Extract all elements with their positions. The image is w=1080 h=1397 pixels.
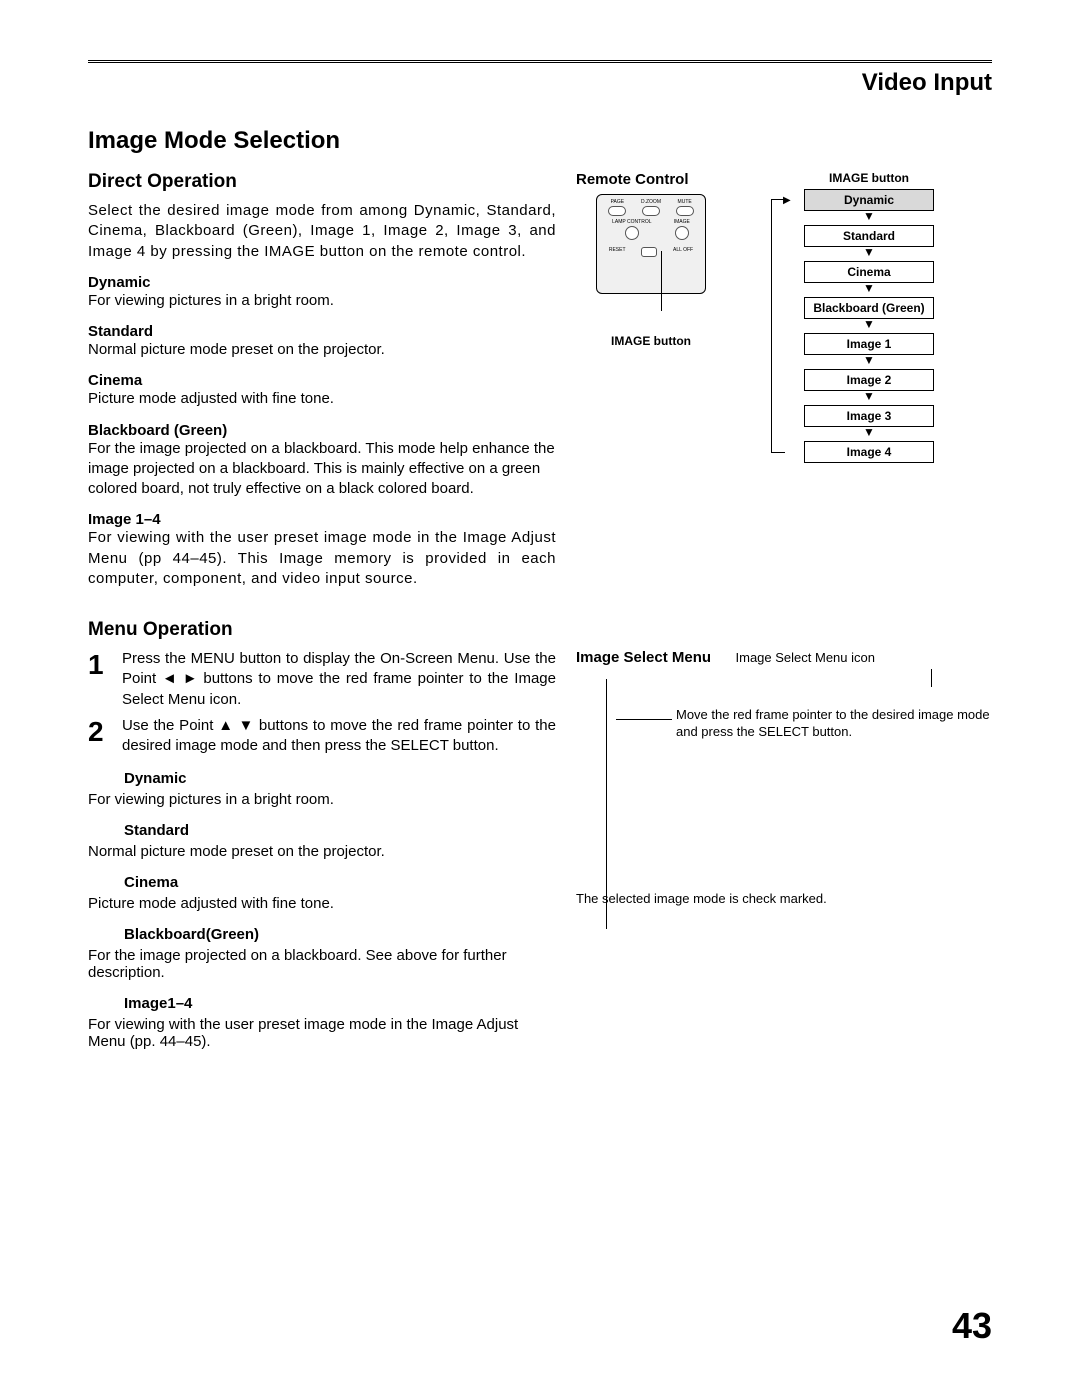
step-number: 1 [88,649,110,710]
image-select-menu-diagram: Image Select Menu Image Select Menu icon… [576,649,992,906]
check-text: The selected image mode is check marked. [576,891,992,906]
mode-label: Standard [124,822,556,839]
mode-desc: For viewing pictures in a bright room. [88,291,556,311]
remote-label: MUTE [678,199,692,205]
flow-return-line [771,199,785,453]
menu-icon-label: Image Select Menu icon [736,650,875,665]
step-text: Use the Point ▲ ▼ buttons to move the re… [122,716,556,757]
flow-box: Dynamic [804,189,934,211]
flow-box: Image 1 [804,333,934,355]
mode-desc: For viewing pictures in a bright room. [88,791,556,808]
mode-block: CinemaPicture mode adjusted with fine to… [88,372,556,409]
remote-label: LAMP CONTROL [612,219,651,225]
mode-label: Image 1–4 [88,511,556,528]
flow-arrow: ▼ [789,211,949,225]
remote-control-diagram: Remote Control PAGE D.ZOOM MUTE LAMP CON… [576,171,726,463]
remote-title: Remote Control [576,171,726,188]
switch [641,247,657,257]
dzoom-button [642,206,660,216]
right-column-lower: Image Select Menu Image Select Menu icon… [576,619,992,1050]
mode-desc: For viewing with the user preset image m… [88,1016,556,1050]
icon-callout-line [931,669,932,687]
mode-label: Standard [88,323,556,340]
numbered-step: 1Press the MENU button to display the On… [88,649,556,710]
chapter-title: Video Input [88,69,992,97]
pointer-callout-line [616,719,672,720]
mode-label: Cinema [88,372,556,389]
flow-box: Image 3 [804,405,934,427]
lamp-button [625,226,639,240]
left-column-lower: Menu Operation 1Press the MENU button to… [88,619,556,1050]
step-text: Press the MENU button to display the On-… [122,649,556,710]
remote-body: PAGE D.ZOOM MUTE LAMP CONTROL IMAGE RESE… [596,194,706,294]
mute-button [676,206,694,216]
remote-label: IMAGE [674,219,690,225]
flow-box: Cinema [804,261,934,283]
mode-label: Dynamic [88,274,556,291]
flowchart: IMAGE button ▶ Dynamic▼Standard▼Cinema▼B… [746,171,992,463]
mode-block: Image 1–4For viewing with the user prese… [88,511,556,589]
flow-box: Blackboard (Green) [804,297,934,319]
image-button [675,226,689,240]
flow-box: Image 4 [804,441,934,463]
flow-arrow: ▼ [789,355,949,369]
mode-desc: Normal picture mode preset on the projec… [88,843,556,860]
remote-label: RESET [609,247,626,253]
flow-box: Image 2 [804,369,934,391]
flow-arrow: ▼ [789,247,949,261]
mode-desc: For viewing with the user preset image m… [88,528,556,589]
mode-label: Blackboard(Green) [124,926,556,943]
mode-block: Blackboard (Green)For the image projecte… [88,422,556,500]
mode-label: Blackboard (Green) [88,422,556,439]
mode-desc: Picture mode adjusted with fine tone. [88,389,556,409]
page-button [608,206,626,216]
menu-diagram-title: Image Select Menu [576,649,711,666]
page-number: 43 [952,1305,992,1347]
flow-title: IMAGE button [746,171,992,185]
remote-label: PAGE [611,199,625,205]
pointer-text: Move the red frame pointer to the desire… [676,707,992,741]
flow-box: Standard [804,225,934,247]
mode-label: Cinema [124,874,556,891]
direct-operation-intro: Select the desired image mode from among… [88,201,556,262]
mode-desc: For the image projected on a blackboard.… [88,947,556,981]
mode-block: DynamicFor viewing pictures in a bright … [88,274,556,311]
remote-label: ALL OFF [673,247,693,253]
flow-arrow: ▼ [789,319,949,333]
lower-columns: Menu Operation 1Press the MENU button to… [88,619,992,1050]
menu-outline [606,679,607,929]
numbered-step: 2 Use the Point ▲ ▼ buttons to move the r… [88,716,556,757]
image-button-caption: IMAGE button [576,334,726,348]
flow-arrow: ▼ [789,427,949,441]
mode-desc: For the image projected on a blackboard.… [88,439,556,500]
mode-block: StandardNormal picture mode preset on th… [88,323,556,360]
left-column: Direct Operation Select the desired imag… [88,171,556,589]
flow-arrow: ▼ [789,391,949,405]
mode-label: Image1–4 [124,995,556,1012]
right-column: Remote Control PAGE D.ZOOM MUTE LAMP CON… [576,171,992,589]
remote-label: D.ZOOM [641,199,661,205]
flow-return-arrow: ▶ [783,195,791,206]
callout-line [661,251,662,311]
header-rule [88,60,992,63]
flow-arrow: ▼ [789,283,949,297]
menu-operation-title: Menu Operation [88,619,556,641]
mode-label: Dynamic [124,770,556,787]
mode-desc: Normal picture mode preset on the projec… [88,340,556,360]
section-title: Image Mode Selection [88,127,992,155]
mode-desc: Picture mode adjusted with fine tone. [88,895,556,912]
upper-columns: Direct Operation Select the desired imag… [88,171,992,589]
step-number: 2 [88,716,110,757]
direct-operation-title: Direct Operation [88,171,556,193]
